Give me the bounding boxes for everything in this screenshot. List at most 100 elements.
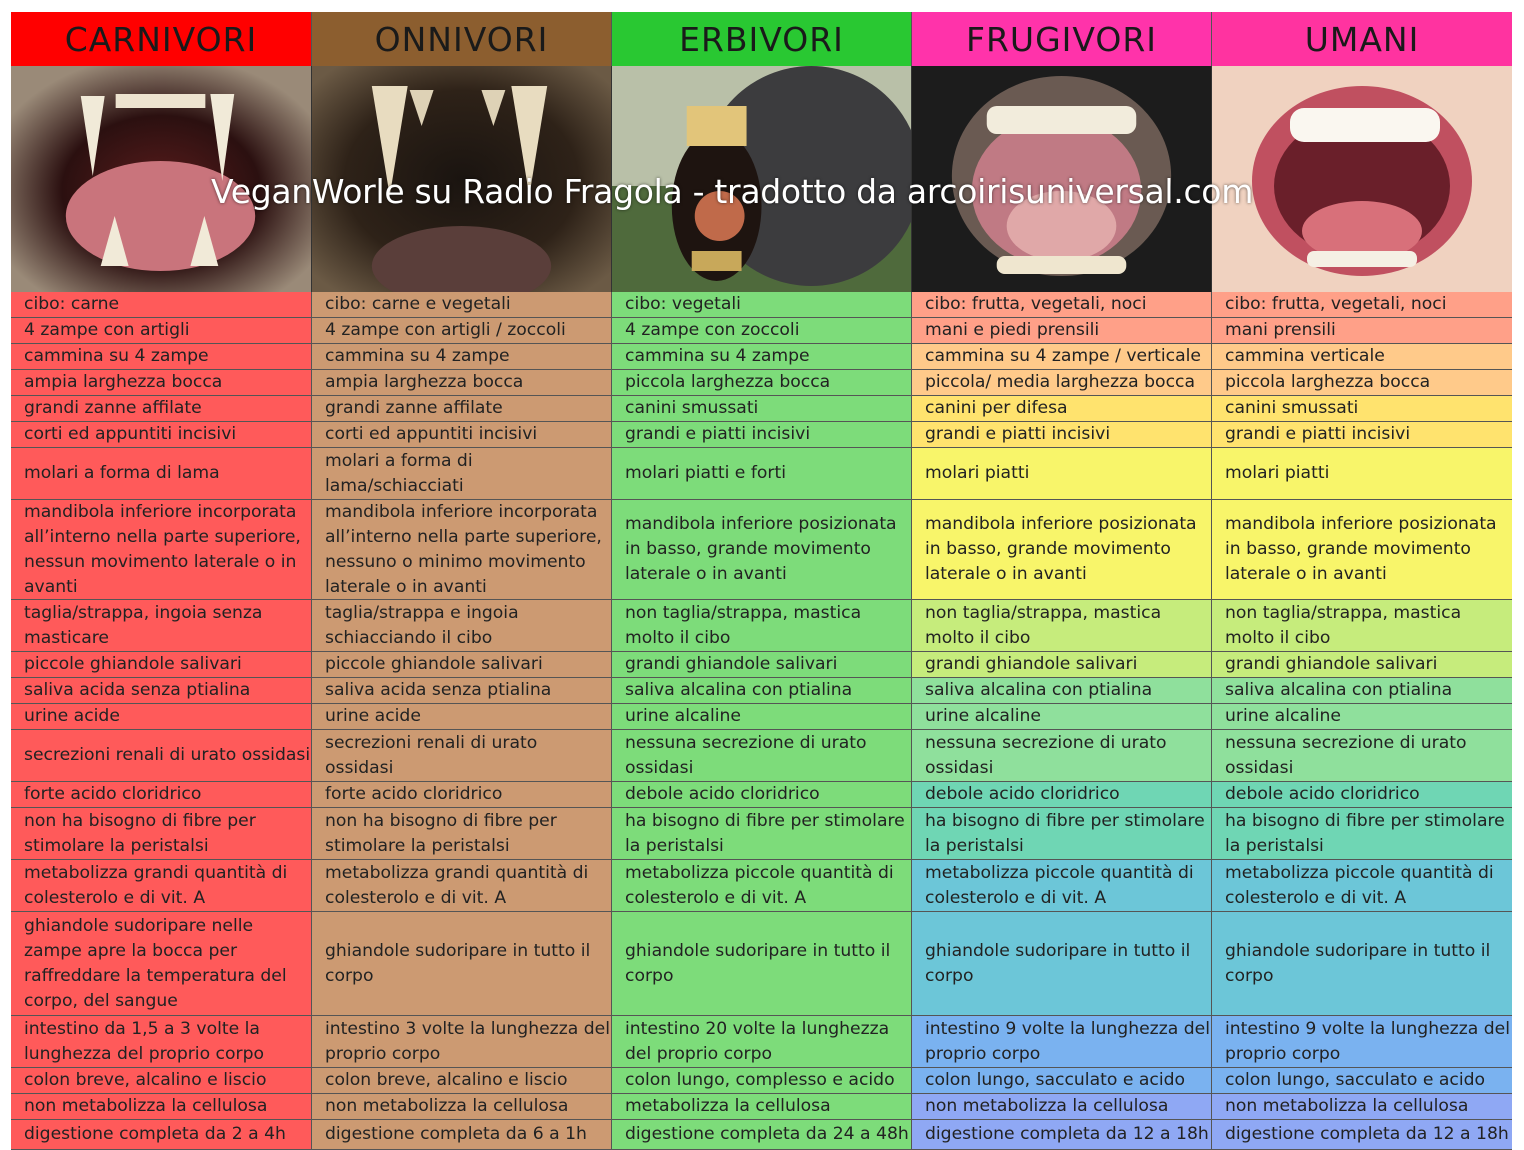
cell-text: digestione completa da 12 a 18h — [925, 1124, 1209, 1144]
cell-text: forte acido cloridrico — [24, 784, 202, 804]
table-cell: corti ed appuntiti incisivi — [11, 422, 312, 448]
table-cell: nessuna secrezione di urato ossidasi — [1212, 730, 1512, 782]
cell-text: piccola larghezza bocca — [1225, 372, 1431, 392]
cell-text: piccola/ media larghezza bocca — [925, 372, 1196, 392]
table-cell: cibo: frutta, vegetali, noci — [1212, 292, 1512, 318]
table-cell: digestione completa da 6 a 1h — [312, 1120, 612, 1150]
table-cell: secrezioni renali di urato ossidasi — [11, 730, 312, 782]
table-cell: taglia/strappa, ingoia senza masticare — [11, 600, 312, 652]
table-cell: ha bisogno di fibre per stimolare la per… — [612, 808, 912, 860]
cell-text: ampia larghezza bocca — [24, 372, 223, 392]
table-cell: ampia larghezza bocca — [312, 370, 612, 396]
cell-text: molari piatti — [925, 463, 1030, 483]
header-frugivori: FRUGIVORI — [912, 12, 1212, 66]
cell-text: intestino 3 volte la lunghezza del propr… — [325, 1018, 610, 1064]
cell-text: mani prensili — [1225, 320, 1336, 340]
cell-text: ghiandole sudoripare in tutto il corpo — [625, 940, 891, 986]
table-cell: molari piatti e forti — [612, 448, 912, 500]
cell-text: digestione completa da 6 a 1h — [325, 1124, 587, 1144]
cell-text: ha bisogno di fibre per stimolare la per… — [925, 810, 1205, 856]
cell-text: debole acido cloridrico — [925, 784, 1120, 804]
cell-text: metabolizza piccole quantità di colester… — [625, 862, 894, 908]
table-cell: urine alcaline — [1212, 704, 1512, 730]
table-cell: canini per difesa — [912, 396, 1212, 422]
human-mouth-photo — [1212, 66, 1512, 292]
cell-text: digestione completa da 2 a 4h — [24, 1124, 286, 1144]
table-cell: molari piatti — [912, 448, 1212, 500]
cell-text: urine acide — [24, 706, 120, 726]
table-cell: molari a forma di lama — [11, 448, 312, 500]
table-cell: 4 zampe con artigli — [11, 318, 312, 344]
cell-text: mandibola inferiore incorporata all’inte… — [24, 501, 301, 597]
cell-text: urine alcaline — [1225, 706, 1341, 726]
cell-text: ghiandole sudoripare in tutto il corpo — [1225, 940, 1491, 986]
table-cell: grandi e piatti incisivi — [1212, 422, 1512, 448]
frugivore-mouth-photo — [912, 66, 1212, 292]
table-cell: taglia/strappa e ingoia schiacciando il … — [312, 600, 612, 652]
cell-text: 4 zampe con zoccoli — [625, 320, 800, 340]
cell-text: taglia/strappa e ingoia schiacciando il … — [325, 602, 519, 648]
table-cell: intestino 9 volte la lunghezza del propr… — [1212, 1016, 1512, 1068]
cell-text: grandi zanne affilate — [325, 398, 503, 418]
table-cell: 4 zampe con zoccoli — [612, 318, 912, 344]
cell-text: intestino 20 volte la lunghezza del prop… — [625, 1018, 890, 1064]
cell-text: non taglia/strappa, mastica molto il cib… — [925, 602, 1162, 648]
cell-text: corti ed appuntiti incisivi — [24, 424, 237, 444]
cell-text: cammina su 4 zampe / verticale — [925, 346, 1201, 366]
table-cell: saliva alcalina con ptialina — [612, 678, 912, 704]
cell-text: corti ed appuntiti incisivi — [325, 424, 538, 444]
carnivore-mouth-photo — [11, 66, 312, 292]
cell-text: canini smussati — [1225, 398, 1359, 418]
table-cell: metabolizza grandi quantità di colestero… — [312, 860, 612, 912]
table-cell: urine alcaline — [612, 704, 912, 730]
table-cell: ghiandole sudoripare in tutto il corpo — [612, 912, 912, 1016]
cell-text: non metabolizza la cellulosa — [1225, 1096, 1469, 1116]
table-cell: non metabolizza la cellulosa — [312, 1094, 612, 1120]
table-cell: cammina su 4 zampe — [612, 344, 912, 370]
cell-text: canini per difesa — [925, 398, 1068, 418]
table-cell: mandibola inferiore incorporata all’inte… — [312, 500, 612, 600]
table-cell: intestino 9 volte la lunghezza del propr… — [912, 1016, 1212, 1068]
table-cell: digestione completa da 24 a 48h — [612, 1120, 912, 1150]
table-cell: colon breve, alcalino e liscio — [312, 1068, 612, 1094]
cell-text: ha bisogno di fibre per stimolare la per… — [1225, 810, 1505, 856]
table-cell: ghiandole sudoripare in tutto il corpo — [1212, 912, 1512, 1016]
cell-text: mandibola inferiore posizionata in basso… — [925, 514, 1197, 584]
cell-text: molari piatti e forti — [625, 463, 786, 483]
cell-text: digestione completa da 12 a 18h — [1225, 1124, 1509, 1144]
cell-text: saliva acida senza ptialina — [325, 680, 552, 700]
cell-text: non metabolizza la cellulosa — [325, 1096, 569, 1116]
table-cell: cammina su 4 zampe — [312, 344, 612, 370]
cell-text: 4 zampe con artigli / zoccoli — [325, 320, 566, 340]
cell-text: cibo: carne — [24, 294, 120, 314]
table-cell: forte acido cloridrico — [312, 782, 612, 808]
table-cell: ampia larghezza bocca — [11, 370, 312, 396]
table-cell: grandi zanne affilate — [312, 396, 612, 422]
cell-text: urine acide — [325, 706, 421, 726]
cell-text: debole acido cloridrico — [1225, 784, 1420, 804]
table-cell: cibo: carne — [11, 292, 312, 318]
table-cell: saliva alcalina con ptialina — [1212, 678, 1512, 704]
cell-text: nessuna secrezione di urato ossidasi — [625, 732, 867, 778]
table-cell: piccola/ media larghezza bocca — [912, 370, 1212, 396]
table-cell: cibo: carne e vegetali — [312, 292, 612, 318]
table-cell: digestione completa da 12 a 18h — [912, 1120, 1212, 1150]
cell-text: grandi ghiandole salivari — [925, 654, 1138, 674]
cell-text: cammina su 4 zampe — [625, 346, 810, 366]
cell-text: ha bisogno di fibre per stimolare la per… — [625, 810, 905, 856]
cell-text: intestino 9 volte la lunghezza del propr… — [1225, 1018, 1510, 1064]
cell-text: mani e piedi prensili — [925, 320, 1100, 340]
comparison-table: CARNIVORI ONNIVORI ERBIVORI FRUGIVORI UM… — [11, 12, 1512, 1150]
table-cell: piccola larghezza bocca — [1212, 370, 1512, 396]
table-cell: urine alcaline — [912, 704, 1212, 730]
cell-text: urine alcaline — [625, 706, 741, 726]
table-cell: debole acido cloridrico — [912, 782, 1212, 808]
table-cell: colon lungo, sacculato e acido — [1212, 1068, 1512, 1094]
cell-text: colon lungo, sacculato e acido — [1225, 1070, 1486, 1090]
table-cell: non metabolizza la cellulosa — [912, 1094, 1212, 1120]
cell-text: cibo: vegetali — [625, 294, 741, 314]
cell-text: saliva alcalina con ptialina — [925, 680, 1153, 700]
table-cell: ghiandole sudoripare in tutto il corpo — [912, 912, 1212, 1016]
table-cell: forte acido cloridrico — [11, 782, 312, 808]
cell-text: debole acido cloridrico — [625, 784, 820, 804]
